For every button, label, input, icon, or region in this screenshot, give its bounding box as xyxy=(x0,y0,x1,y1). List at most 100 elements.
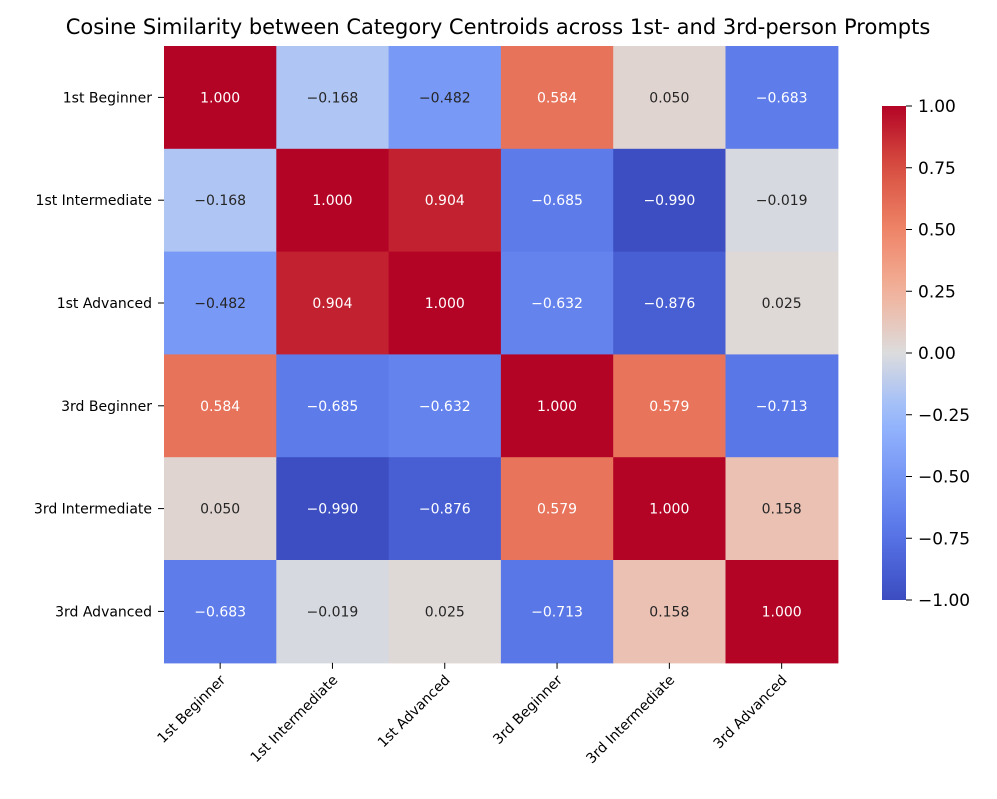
chart-title: Cosine Similarity between Category Centr… xyxy=(66,15,931,39)
heatmap-cell xyxy=(613,354,727,458)
heatmap-cell xyxy=(500,148,614,253)
heatmap-cell xyxy=(500,560,614,664)
heatmap-cell xyxy=(613,148,727,253)
column-labels: 1st Beginner 1st Intermediate 1st Advanced… xyxy=(155,662,791,767)
heatmap-cell xyxy=(725,251,839,355)
cell-value-label: 1.000 xyxy=(537,399,577,415)
cell-value-label: −0.019 xyxy=(756,193,808,209)
cell-value-label: 1.000 xyxy=(649,502,689,518)
heatmap-cell xyxy=(725,457,839,561)
row-labels: 1st Beginner 1st Intermediate 1st Advanced… xyxy=(34,90,164,620)
row-tick-label: 1st Advanced xyxy=(57,296,152,312)
cell-value-label: −0.990 xyxy=(307,502,359,518)
row-tick-label: 1st Beginner xyxy=(63,90,152,106)
column-tick-label: 1st Beginner xyxy=(155,672,230,747)
cell-value-label: −0.685 xyxy=(531,193,583,209)
cell-value-label: −0.482 xyxy=(194,296,246,312)
colorbar-tick-label: 0.00 xyxy=(918,344,956,364)
heatmap-cell xyxy=(276,457,390,561)
heatmap-cell xyxy=(613,46,727,150)
heatmap-cell xyxy=(276,148,390,253)
heatmap-cell xyxy=(388,46,502,150)
cell-value-label: 1.000 xyxy=(200,90,240,106)
cell-value-label: −0.713 xyxy=(756,399,808,415)
colorbar-tick-label: 0.25 xyxy=(918,282,956,302)
cell-value-label: 0.579 xyxy=(537,502,577,518)
heatmap-cell xyxy=(388,457,502,561)
cell-value-label: −0.168 xyxy=(194,193,246,209)
cell-value-label: 0.579 xyxy=(649,399,689,415)
cell-value-label: 0.904 xyxy=(312,296,352,312)
cell-value-label: 0.025 xyxy=(425,604,465,620)
heatmap-cell xyxy=(388,148,502,253)
heatmap-cell xyxy=(725,148,839,253)
cell-value-label: −0.685 xyxy=(307,399,359,415)
heatmap-cell xyxy=(613,251,727,355)
cell-value-label: 0.158 xyxy=(762,502,802,518)
heatmap-cell xyxy=(276,560,390,664)
heatmap-cell xyxy=(500,251,614,355)
row-tick-label: 1st Intermediate xyxy=(36,193,152,209)
heatmap-cells xyxy=(164,46,839,664)
heatmap-cell xyxy=(500,354,614,458)
cell-value-label: −0.990 xyxy=(643,193,695,209)
cell-value-label: 0.158 xyxy=(649,604,689,620)
heatmap-cell xyxy=(725,560,839,664)
cell-value-label: 0.584 xyxy=(537,90,577,106)
colorbar-tick-label: −0.75 xyxy=(918,529,970,549)
heatmap-cell xyxy=(725,354,839,458)
cell-value-label: −0.876 xyxy=(643,296,695,312)
heatmap-cell xyxy=(276,251,390,355)
colorbar-tick-label: −1.00 xyxy=(918,591,970,611)
heatmap-cell xyxy=(388,354,502,458)
cell-value-label: 1.000 xyxy=(312,193,352,209)
cell-value-label: 0.050 xyxy=(200,502,240,518)
row-tick-label: 3rd Advanced xyxy=(55,604,152,620)
heatmap-cell-labels: 1.000 −0.168 −0.482 0.584 0.050 −0.683 −0.168 1… xyxy=(194,90,807,620)
heatmap-cell xyxy=(500,457,614,561)
cell-value-label: −0.713 xyxy=(531,604,583,620)
heatmap-cell xyxy=(276,46,390,150)
cell-value-label: −0.876 xyxy=(419,502,471,518)
cell-value-label: −0.019 xyxy=(307,604,359,620)
heatmap-cell xyxy=(613,457,727,561)
cell-value-label: 1.000 xyxy=(762,604,802,620)
colorbar-gradient xyxy=(882,106,906,600)
colorbar-tick-label: −0.50 xyxy=(918,468,970,488)
heatmap-cell xyxy=(164,560,277,664)
cell-value-label: 0.050 xyxy=(649,90,689,106)
heatmap-cell xyxy=(276,354,390,458)
cell-value-label: −0.632 xyxy=(531,296,583,312)
heatmap-cell xyxy=(164,46,277,150)
cell-value-label: −0.683 xyxy=(756,90,808,106)
colorbar-tick-label: 0.50 xyxy=(918,221,956,241)
cell-value-label: 1.000 xyxy=(425,296,465,312)
cell-value-label: −0.168 xyxy=(307,90,359,106)
heatmap-cell xyxy=(388,251,502,355)
row-tick-label: 3rd Beginner xyxy=(61,399,152,415)
cell-value-label: −0.632 xyxy=(419,399,471,415)
cell-value-label: 0.025 xyxy=(762,296,802,312)
heatmap-cell xyxy=(388,560,502,664)
row-tick-label: 3rd Intermediate xyxy=(34,502,152,518)
heatmap-cell xyxy=(164,148,277,253)
heatmap-cell xyxy=(164,251,277,355)
column-tick-label: 3rd Advanced xyxy=(711,672,791,752)
colorbar-tick-label: −0.25 xyxy=(918,406,970,426)
heatmap-cell xyxy=(164,457,277,561)
colorbar-tick-label: 1.00 xyxy=(918,97,956,117)
colorbar-tick-label: 0.75 xyxy=(918,159,956,179)
cell-value-label: 0.584 xyxy=(200,399,240,415)
column-tick-label: 3rd Intermediate xyxy=(583,672,678,767)
column-tick-label: 1st Intermediate xyxy=(248,672,342,766)
cell-value-label: −0.482 xyxy=(419,90,471,106)
colorbar: 1.00 0.75 0.50 0.25 0.00 −0.25 −0.50 −0.75 −1.00 xyxy=(882,97,970,611)
column-tick-label: 3rd Beginner xyxy=(490,672,566,748)
column-tick-label: 1st Advanced xyxy=(375,672,454,751)
heatmap-cell xyxy=(613,560,727,664)
heatmap-cell xyxy=(725,46,839,150)
heatmap-cell xyxy=(164,354,277,458)
heatmap-cell xyxy=(500,46,614,150)
cell-value-label: −0.683 xyxy=(194,604,246,620)
